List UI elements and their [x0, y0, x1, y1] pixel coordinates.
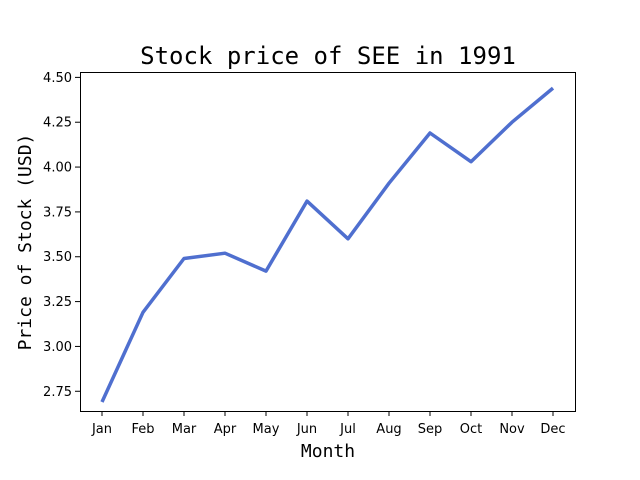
- x-tick-label: Aug: [376, 422, 401, 437]
- x-tick-label: Jan: [91, 422, 112, 437]
- y-tick-label: 4.00: [43, 161, 72, 176]
- x-tick-label: Jul: [339, 422, 356, 437]
- x-tick-label: Sep: [418, 422, 443, 437]
- series-line: [100, 86, 555, 403]
- x-tick-label: Apr: [214, 422, 237, 437]
- x-tick-label: Mar: [172, 422, 197, 437]
- chart-title: Stock price of SEE in 1991: [140, 42, 516, 70]
- x-tick-label: May: [253, 422, 280, 437]
- y-tick-label: 3.00: [43, 340, 72, 355]
- y-axis: 2.75 3.00 3.25 3.50 3.75 4.00 4.25 4.50: [43, 71, 80, 400]
- y-axis-label: Price of Stock (USD): [15, 134, 36, 351]
- y-tick-label: 3.25: [43, 295, 72, 310]
- y-tick-label: 3.50: [43, 250, 72, 265]
- x-tick-label: Oct: [460, 422, 482, 437]
- x-tick-label: Nov: [499, 422, 525, 437]
- x-axis: Jan Feb Mar Apr May Jun Jul Aug Sep Oct Nov Dec: [91, 411, 566, 437]
- x-axis-label: Month: [301, 441, 355, 462]
- y-tick-label: 3.75: [43, 205, 72, 220]
- y-tick-label: 2.75: [43, 385, 72, 400]
- plot-frame: [80, 72, 576, 412]
- y-tick-label: 4.50: [43, 71, 72, 86]
- x-tick-label: Dec: [540, 422, 565, 437]
- series-layer: [100, 86, 555, 403]
- y-tick-label: 4.25: [43, 116, 72, 131]
- x-tick-label: Feb: [131, 422, 154, 437]
- x-tick-label: Jun: [296, 422, 317, 437]
